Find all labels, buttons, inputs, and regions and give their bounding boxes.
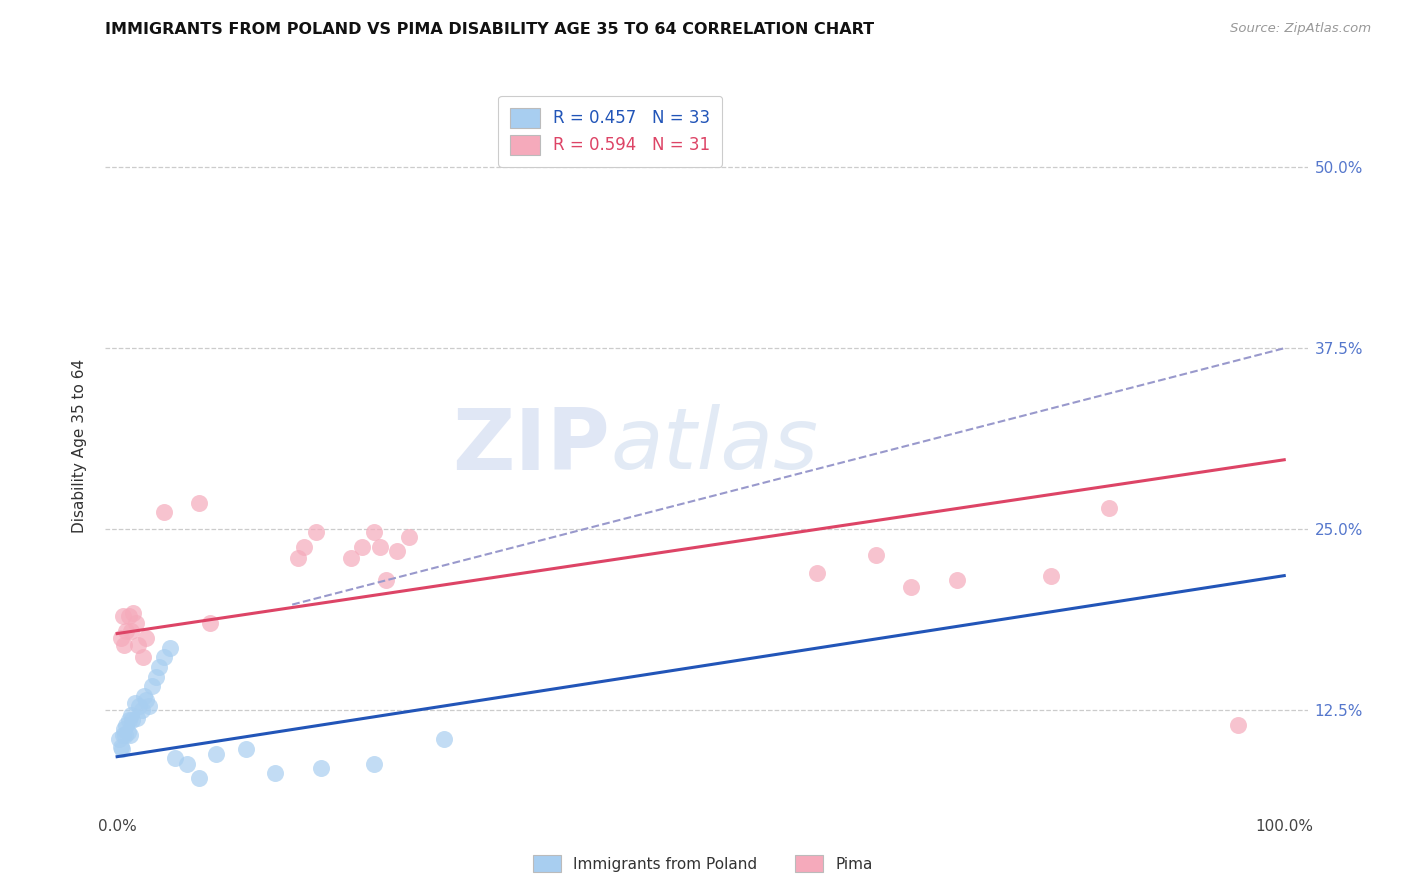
Legend: Immigrants from Poland, Pima: Immigrants from Poland, Pima [526,847,880,880]
Point [363,525,385,540]
Point [125,616,148,631]
Point [132,689,155,703]
Point [187,496,209,510]
Point [115,624,138,638]
Point [131,703,153,717]
Point [124,696,146,710]
Point [387,544,409,558]
Point [433,732,456,747]
Point [122,607,145,621]
Point [111,609,134,624]
Point [165,751,187,765]
Point [138,698,160,713]
Point [108,732,131,747]
Point [946,573,969,587]
Point [118,609,141,624]
Point [127,638,149,652]
Point [153,505,176,519]
Point [118,714,141,728]
Y-axis label: Disability Age 35 to 64: Disability Age 35 to 64 [72,359,87,533]
Point [141,679,163,693]
Point [1226,718,1249,732]
Point [398,529,420,543]
Point [339,551,361,566]
Point [120,624,142,638]
Text: IMMIGRANTS FROM POLAND VS PIMA DISABILITY AGE 35 TO 64 CORRELATION CHART: IMMIGRANTS FROM POLAND VS PIMA DISABILIT… [105,22,875,37]
Point [111,728,134,742]
Point [128,698,150,713]
Point [900,580,922,594]
Point [292,540,315,554]
Point [135,631,157,645]
Point [114,728,136,742]
Point [125,710,148,724]
Point [111,742,134,756]
Point [121,714,143,728]
Point [159,641,181,656]
Point [117,725,139,739]
Point [176,756,198,771]
Point [865,549,887,563]
Point [153,649,176,664]
Text: Source: ZipAtlas.com: Source: ZipAtlas.com [1230,22,1371,36]
Point [235,742,257,756]
Point [148,660,170,674]
Point [187,772,209,786]
Point [118,728,141,742]
Point [311,761,333,775]
Point [115,718,138,732]
Point [806,566,828,580]
Point [263,765,285,780]
Text: ZIP: ZIP [453,404,610,488]
Point [200,616,222,631]
Point [110,739,132,754]
Point [1098,500,1121,515]
Text: atlas: atlas [610,404,818,488]
Point [304,525,326,540]
Point [112,638,135,652]
Point [112,722,135,736]
Point [363,756,385,771]
Point [110,631,132,645]
Point [352,540,374,554]
Point [1039,568,1062,582]
Point [368,540,391,554]
Point [205,747,228,761]
Point [374,573,396,587]
Point [135,693,157,707]
Legend: R = 0.457   N = 33, R = 0.594   N = 31: R = 0.457 N = 33, R = 0.594 N = 31 [499,96,723,167]
Point [132,649,155,664]
Point [145,670,167,684]
Point [120,707,142,722]
Point [287,551,309,566]
